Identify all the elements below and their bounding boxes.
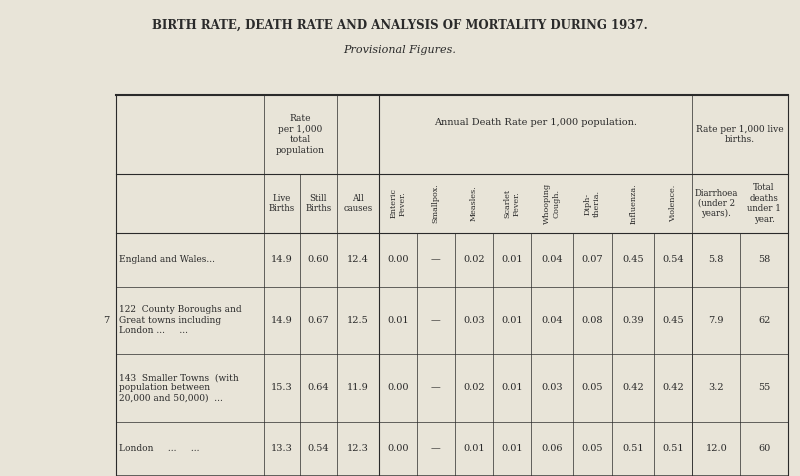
Text: Influenza.: Influenza. [630,183,638,224]
Text: Scarlet
Fever.: Scarlet Fever. [503,189,520,218]
Text: 60: 60 [758,444,770,453]
Text: Rate
per 1,000
total
population: Rate per 1,000 total population [276,114,325,155]
Text: 0.01: 0.01 [387,316,409,325]
Text: 0.03: 0.03 [541,384,562,392]
Text: Total
deaths
under 1
year.: Total deaths under 1 year. [747,183,781,224]
Text: 0.01: 0.01 [501,384,522,392]
Text: 15.3: 15.3 [271,384,293,392]
Text: 14.9: 14.9 [271,256,293,264]
Text: 0.54: 0.54 [308,444,330,453]
Text: Still
Births: Still Births [306,194,331,213]
Text: 0.51: 0.51 [662,444,684,453]
Text: 122  County Boroughs and
Great towns including
London ...     ...: 122 County Boroughs and Great towns incl… [119,306,242,335]
Text: Measles.: Measles. [470,186,478,221]
Text: Diarrhoea
(under 2
years).: Diarrhoea (under 2 years). [694,188,738,218]
Text: 0.45: 0.45 [662,316,684,325]
Text: 7: 7 [103,316,110,325]
Text: 0.00: 0.00 [387,256,409,264]
Text: 0.51: 0.51 [622,444,644,453]
Text: 0.02: 0.02 [463,384,485,392]
Text: —: — [431,444,441,453]
Text: 0.42: 0.42 [622,384,644,392]
Text: 0.03: 0.03 [463,316,485,325]
Text: 58: 58 [758,256,770,264]
Text: Violence.: Violence. [670,185,678,222]
Text: 0.39: 0.39 [622,316,644,325]
Text: BIRTH RATE, DEATH RATE AND ANALYSIS OF MORTALITY DURING 1937.: BIRTH RATE, DEATH RATE AND ANALYSIS OF M… [152,19,648,32]
Text: Live
Births: Live Births [269,194,295,213]
Text: —: — [431,256,441,264]
Text: 12.3: 12.3 [347,444,369,453]
Text: 0.01: 0.01 [501,316,522,325]
Text: Smallpox.: Smallpox. [432,184,440,223]
Text: 12.4: 12.4 [347,256,369,264]
Text: 0.08: 0.08 [582,316,603,325]
Text: 62: 62 [758,316,770,325]
Text: 7.9: 7.9 [709,316,724,325]
Text: 55: 55 [758,384,770,392]
Text: 11.9: 11.9 [347,384,369,392]
Text: 143  Smaller Towns  (with
population between
20,000 and 50,000)  ...: 143 Smaller Towns (with population betwe… [119,373,239,403]
Text: 0.04: 0.04 [541,316,562,325]
Text: 0.01: 0.01 [463,444,485,453]
Text: London     ...     ...: London ... ... [119,444,200,453]
Text: Rate per 1,000 live
births.: Rate per 1,000 live births. [696,125,784,144]
Text: 0.67: 0.67 [308,316,330,325]
Text: 0.01: 0.01 [501,444,522,453]
Text: 0.05: 0.05 [582,384,603,392]
Text: 0.00: 0.00 [387,384,409,392]
Text: 0.04: 0.04 [541,256,562,264]
Text: 0.07: 0.07 [582,256,603,264]
Text: England and Wales...: England and Wales... [119,256,215,264]
Text: 0.01: 0.01 [501,256,522,264]
Text: 0.64: 0.64 [308,384,330,392]
Text: 0.60: 0.60 [308,256,329,264]
Text: 14.9: 14.9 [271,316,293,325]
Text: 12.0: 12.0 [706,444,727,453]
Text: Enteric
Fever.: Enteric Fever. [390,188,406,218]
Text: —: — [431,384,441,392]
Text: 0.02: 0.02 [463,256,485,264]
Text: —: — [431,316,441,325]
Text: 0.42: 0.42 [662,384,684,392]
Text: 3.2: 3.2 [709,384,724,392]
Text: 0.05: 0.05 [582,444,603,453]
Text: Annual Death Rate per 1,000 population.: Annual Death Rate per 1,000 population. [434,118,637,127]
Text: Diph-
theria.: Diph- theria. [584,190,601,217]
Text: 12.5: 12.5 [347,316,369,325]
Text: Whooping
Cough.: Whooping Cough. [543,183,561,224]
Text: 0.54: 0.54 [662,256,684,264]
Text: Provisional Figures.: Provisional Figures. [343,45,457,55]
Text: 13.3: 13.3 [271,444,293,453]
Text: 0.06: 0.06 [541,444,562,453]
Text: 5.8: 5.8 [709,256,724,264]
Text: All
causes: All causes [343,194,373,213]
Text: 0.00: 0.00 [387,444,409,453]
Text: 0.45: 0.45 [622,256,644,264]
